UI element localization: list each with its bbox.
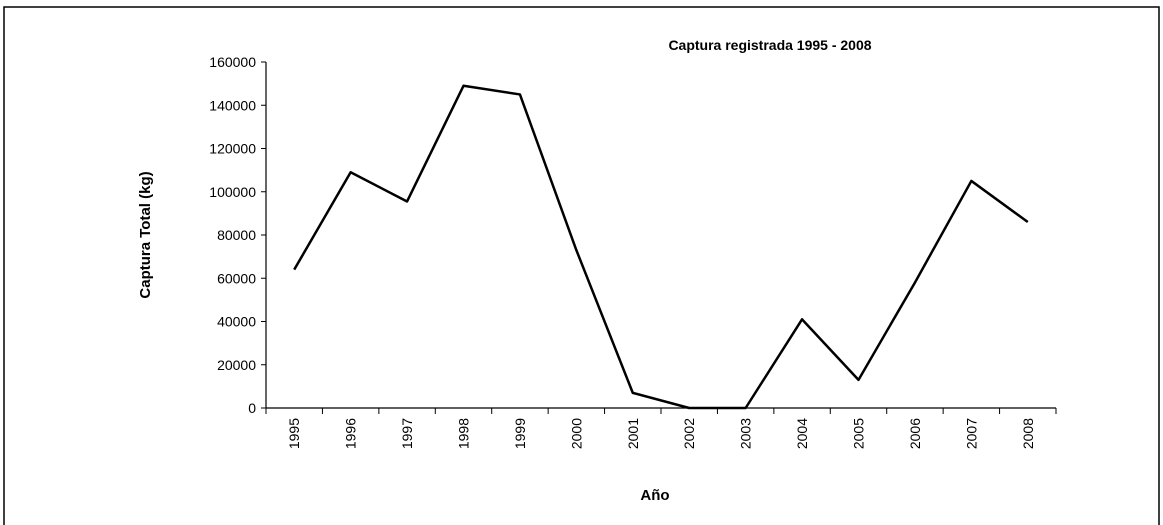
y-axis-label: Captura Total (kg)	[137, 171, 154, 298]
x-tick-label: 1995	[286, 418, 302, 449]
y-tick-label: 80000	[217, 227, 256, 243]
x-tick-label: 1999	[512, 418, 528, 449]
x-axis-label: Año	[640, 487, 669, 504]
x-tick-label: 2006	[907, 418, 923, 449]
x-tick-label: 1996	[343, 418, 359, 449]
x-tick-label: 2004	[794, 418, 810, 449]
y-tick-label: 20000	[217, 357, 256, 373]
x-tick-label: 2000	[568, 418, 584, 449]
chart-title: Captura registrada 1995 - 2008	[668, 37, 871, 53]
x-tick-label: 2003	[738, 418, 754, 449]
x-tick-label: 1998	[456, 418, 472, 449]
y-tick-label: 160000	[209, 54, 256, 70]
y-tick-label: 120000	[209, 141, 256, 157]
y-tick-label: 40000	[217, 314, 256, 330]
y-tick-label: 140000	[209, 97, 256, 113]
x-tick-label: 2002	[681, 418, 697, 449]
x-tick-label: 2008	[1020, 418, 1036, 449]
x-tick-label: 2001	[625, 418, 641, 449]
x-tick-label: 1997	[399, 418, 415, 449]
series-line	[293, 84, 1029, 410]
y-tick-label: 100000	[209, 184, 256, 200]
x-tick-label: 2005	[851, 418, 867, 449]
x-tick-label: 2007	[963, 418, 979, 449]
y-tick-label: 0	[248, 400, 256, 416]
frame	[3, 6, 1160, 525]
y-tick-label: 60000	[217, 270, 256, 286]
